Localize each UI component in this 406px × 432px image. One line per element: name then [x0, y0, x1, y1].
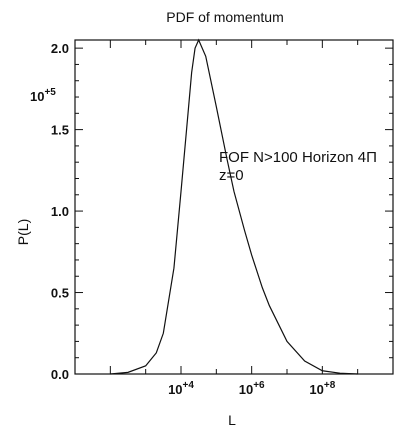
y-tick-label-1: 0.5: [51, 286, 69, 301]
plot-frame: [74, 39, 394, 375]
annotation-label: FOF N>100 Horizon 4Π: [219, 149, 377, 166]
annotation-redshift: z=0: [219, 167, 244, 184]
y-tick-label-3: 1.5: [51, 123, 69, 138]
series-line: [110, 38, 358, 375]
x-axis-label: L: [228, 412, 236, 428]
chart-title: PDF of momentum: [166, 9, 283, 25]
y-tick-label-0: 0.0: [51, 367, 69, 382]
x-tick-label-2: 10+8: [309, 380, 335, 397]
x-axis-ticks: 10+4 10+6 10+8: [74, 40, 394, 397]
y-axis-label: P(L): [15, 219, 31, 245]
y-tick-label-2: 1.0: [51, 204, 69, 219]
y-multiplier: 10+5: [30, 87, 56, 104]
x-tick-label-0: 10+4: [168, 380, 194, 397]
y-tick-label-4: 2.0: [51, 41, 69, 56]
x-tick-label-1: 10+6: [239, 380, 265, 397]
y-axis-ticks: 0.0 0.5 1.0 1.5 2.0: [51, 41, 393, 382]
